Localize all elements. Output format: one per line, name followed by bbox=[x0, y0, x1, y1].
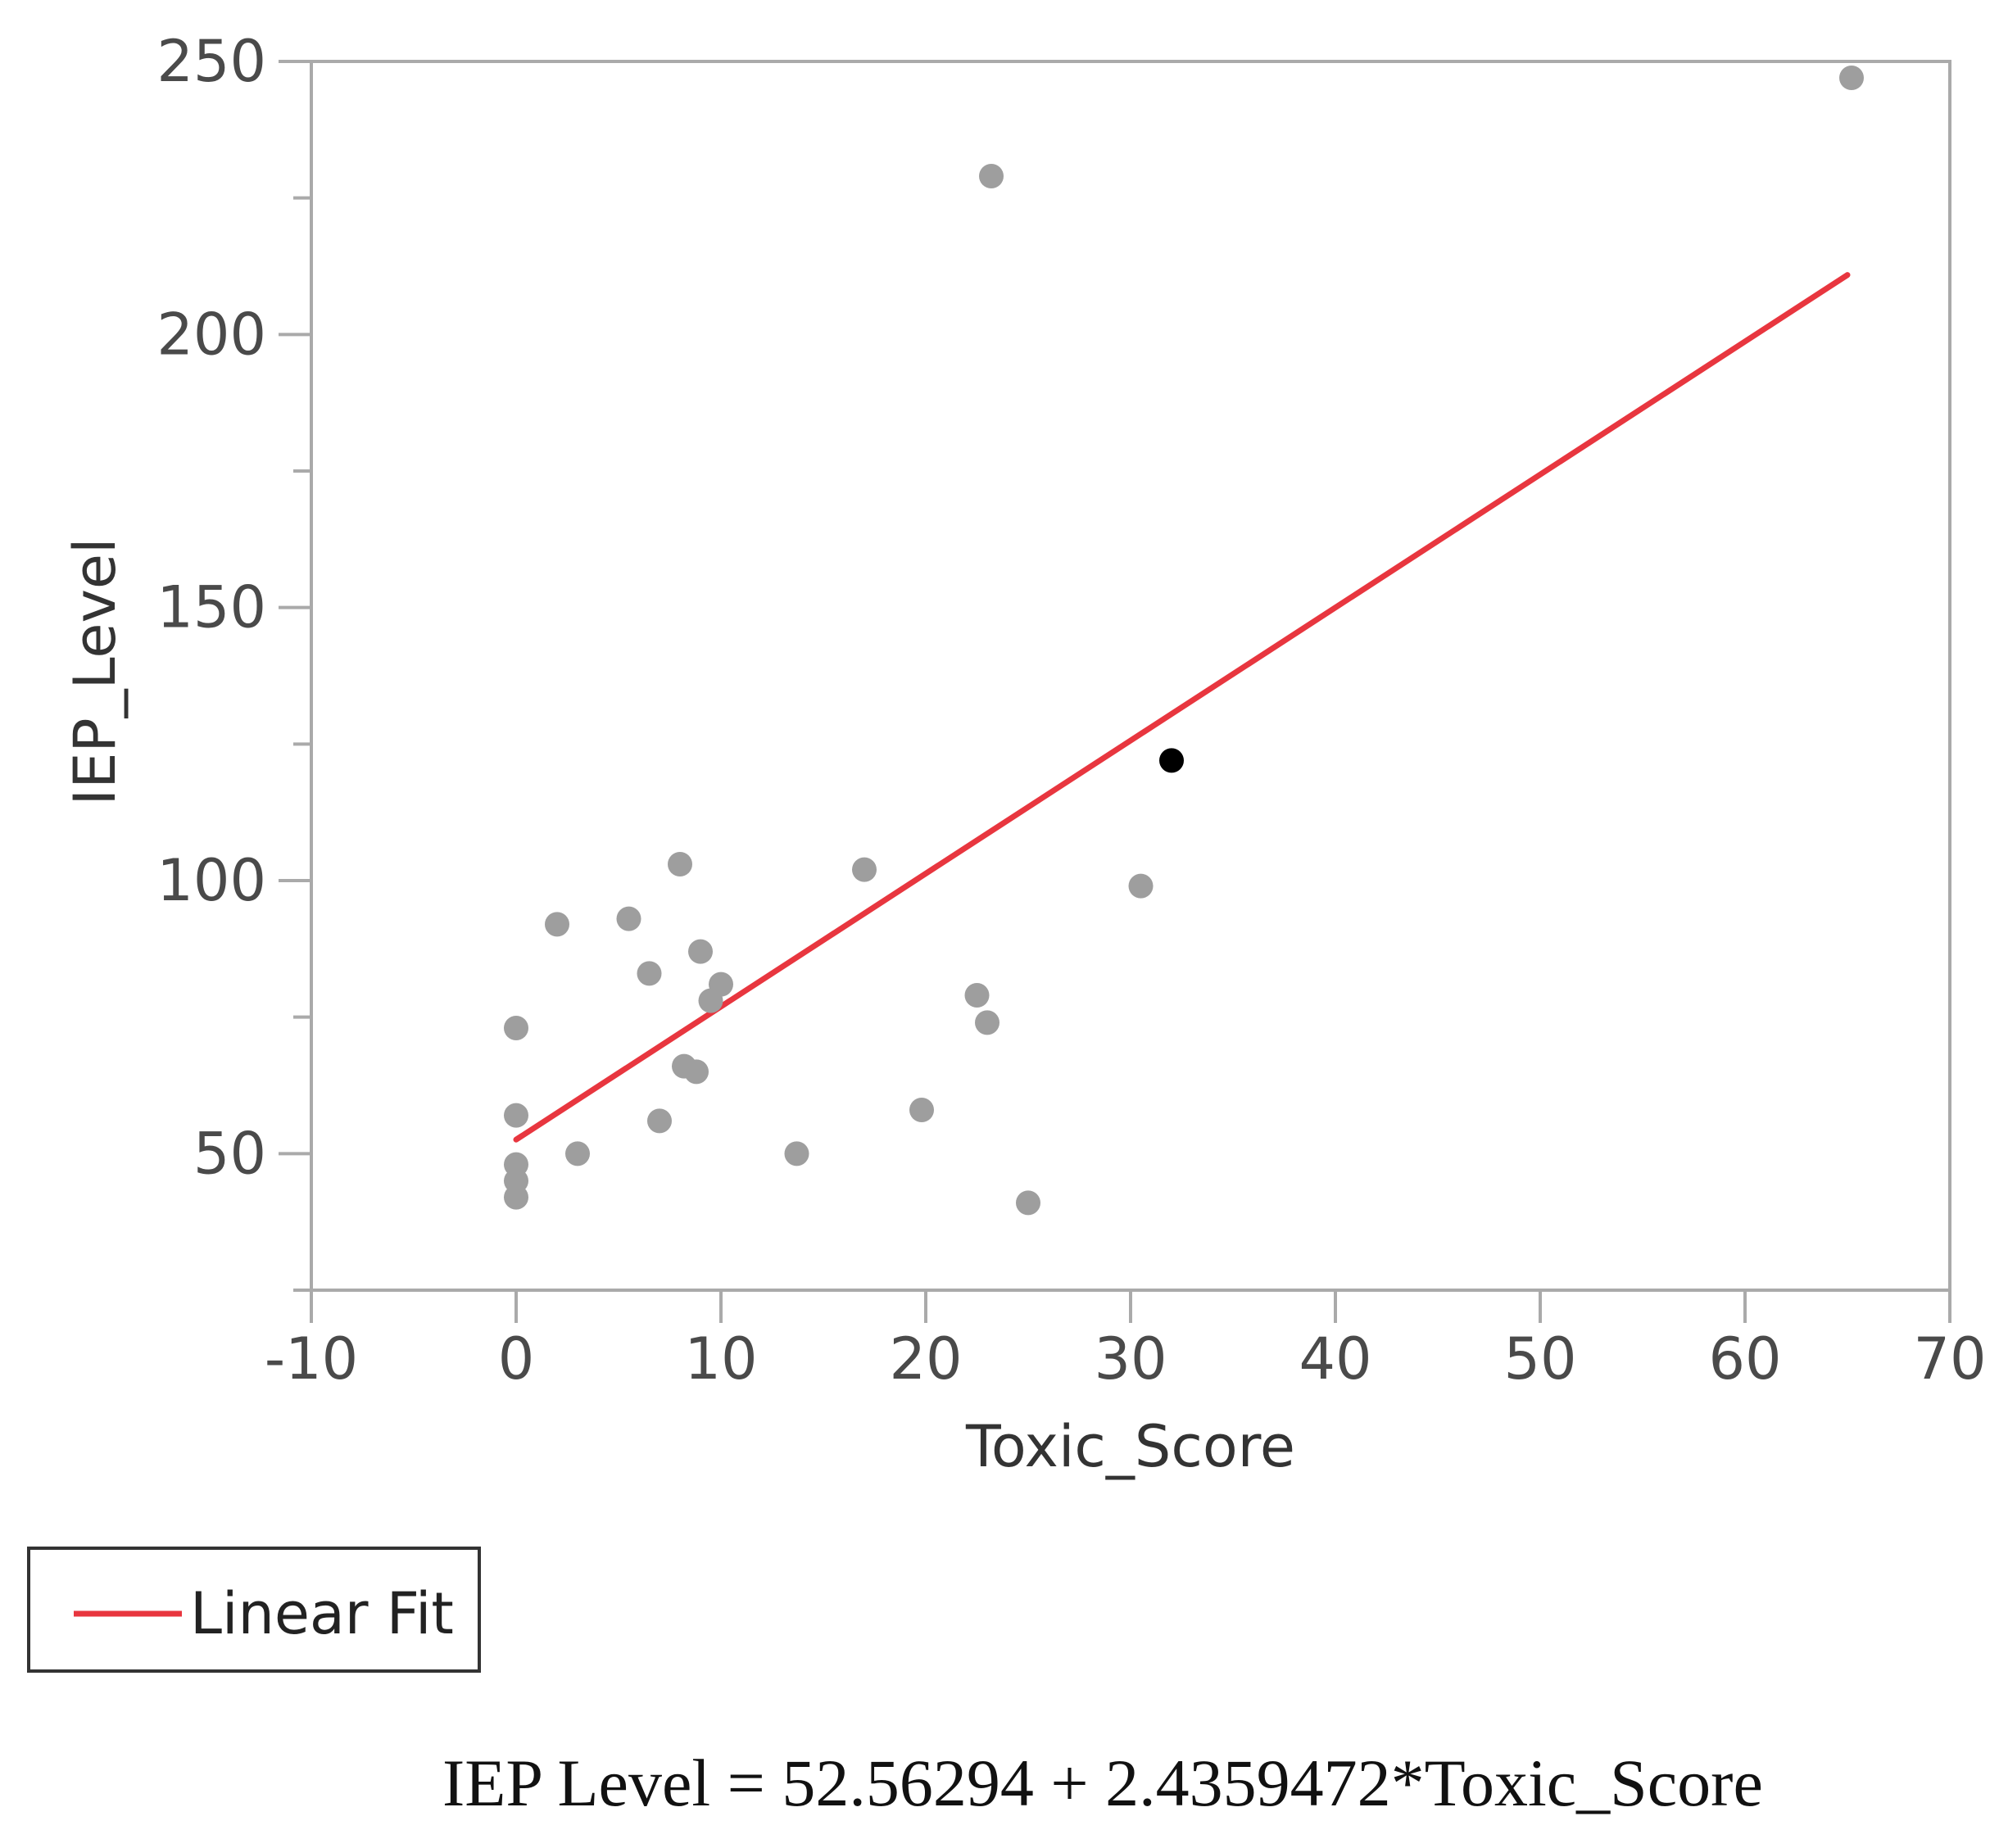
x-tick-label: 40 bbox=[1299, 1325, 1371, 1393]
plot-frame bbox=[310, 60, 1951, 1292]
data-point bbox=[1016, 1190, 1040, 1216]
data-points bbox=[504, 66, 1864, 1216]
y-tick-label: 200 bbox=[156, 301, 266, 368]
data-point bbox=[504, 1184, 528, 1210]
data-point bbox=[684, 1059, 709, 1085]
data-point bbox=[709, 972, 733, 997]
highlighted-data-point bbox=[1159, 748, 1184, 773]
y-tick-label: 150 bbox=[156, 574, 266, 641]
data-point bbox=[545, 912, 569, 937]
x-axis-title: Toxic_Score bbox=[965, 1413, 1295, 1480]
data-point bbox=[504, 1016, 528, 1040]
data-point bbox=[964, 983, 990, 1008]
regression-equation: IEP Level = 52.56294 + 2.4359472*Toxic_S… bbox=[442, 1746, 1763, 1820]
data-point bbox=[975, 1010, 1000, 1035]
x-tick-label: 70 bbox=[1913, 1325, 1986, 1393]
data-point bbox=[565, 1141, 590, 1166]
x-tick-label: 10 bbox=[684, 1325, 757, 1393]
y-tick-label: 100 bbox=[156, 847, 266, 914]
legend-label: Linear Fit bbox=[190, 1580, 454, 1647]
data-point bbox=[979, 164, 1004, 188]
x-tick-label: 60 bbox=[1708, 1325, 1781, 1393]
legend: Linear Fit bbox=[27, 1547, 481, 1673]
data-point bbox=[688, 939, 713, 964]
data-point bbox=[852, 857, 877, 882]
x-axis: -10 0 10 20 30 40 50 60 70 bbox=[265, 1290, 1987, 1393]
data-point bbox=[616, 906, 641, 931]
x-tick-label: 30 bbox=[1094, 1325, 1167, 1393]
data-point bbox=[504, 1103, 528, 1128]
y-axis-title: IEP_Level bbox=[61, 538, 129, 806]
x-tick-label: 50 bbox=[1503, 1325, 1576, 1393]
data-point bbox=[1839, 66, 1864, 90]
y-tick-label: 250 bbox=[156, 28, 266, 95]
x-tick-label: 0 bbox=[498, 1325, 535, 1393]
legend-box bbox=[27, 1547, 481, 1673]
y-axis: 50 100 150 200 250 bbox=[156, 28, 311, 1292]
data-point bbox=[647, 1108, 672, 1134]
data-point bbox=[637, 961, 662, 986]
data-point bbox=[784, 1141, 809, 1166]
y-tick-label: 50 bbox=[193, 1120, 266, 1187]
data-point bbox=[668, 852, 692, 876]
x-tick-label: -10 bbox=[265, 1325, 358, 1393]
linear-fit-line bbox=[513, 272, 1851, 1143]
data-point bbox=[909, 1098, 934, 1122]
data-point bbox=[1128, 873, 1154, 899]
x-tick-label: 20 bbox=[889, 1325, 962, 1393]
